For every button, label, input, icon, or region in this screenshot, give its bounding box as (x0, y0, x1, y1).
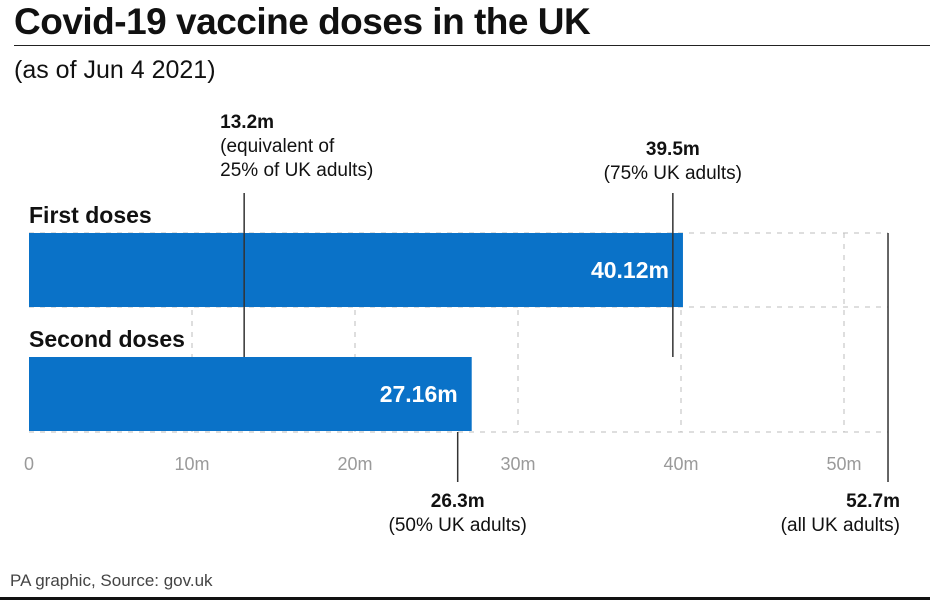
reference-note-0-0: (equivalent of (220, 136, 335, 157)
title-divider (14, 45, 930, 46)
bar-first-doses (29, 233, 683, 307)
x-tick-label-5: 50m (826, 454, 861, 474)
x-tick-label-0: 0 (24, 454, 34, 474)
bar-second-doses (29, 357, 472, 431)
reference-note-2-0: (50% UK adults) (389, 515, 527, 536)
reference-note-1-0: (75% UK adults) (604, 163, 742, 184)
x-tick-label-4: 40m (663, 454, 698, 474)
x-tick-label-2: 20m (337, 454, 372, 474)
bottom-divider (0, 597, 930, 600)
reference-value-3: 52.7m (846, 491, 900, 512)
x-tick-label-1: 10m (174, 454, 209, 474)
chart-subtitle: (as of Jun 4 2021) (14, 56, 216, 84)
reference-note-0-1: 25% of UK adults) (220, 160, 373, 181)
reference-note-3-0: (all UK adults) (781, 515, 900, 536)
source-note: PA graphic, Source: gov.uk (10, 571, 213, 590)
x-tick-label-3: 30m (500, 454, 535, 474)
reference-value-1: 39.5m (646, 139, 700, 160)
chart-title: Covid-19 vaccine doses in the UK (14, 1, 591, 42)
bar-value-label-1: 27.16m (380, 381, 458, 407)
series-label-0: First doses (29, 202, 152, 228)
reference-value-2: 26.3m (431, 491, 485, 512)
series-label-1: Second doses (29, 326, 185, 352)
bar-value-label-0: 40.12m (591, 257, 669, 283)
reference-value-0: 13.2m (220, 112, 274, 133)
